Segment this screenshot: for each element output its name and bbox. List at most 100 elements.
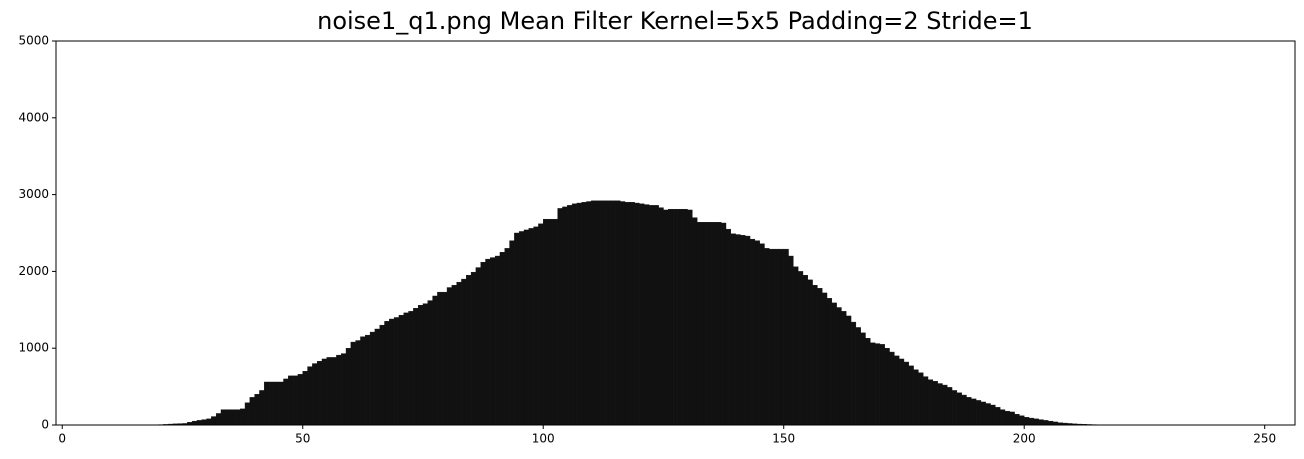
- bar: [927, 379, 934, 426]
- bar: [273, 381, 279, 426]
- bar: [191, 420, 198, 426]
- bar: [711, 222, 717, 426]
- x-tick-label: 150: [772, 432, 795, 446]
- bar: [254, 394, 260, 426]
- bar: [947, 387, 953, 426]
- bar: [215, 413, 222, 426]
- bar: [470, 271, 477, 426]
- bar: [220, 409, 226, 426]
- bar: [1009, 411, 1015, 426]
- bar: [225, 409, 231, 426]
- bar: [514, 232, 520, 426]
- bar: [745, 235, 751, 426]
- bar: [773, 248, 780, 426]
- bar: [658, 207, 664, 426]
- bar: [846, 315, 852, 426]
- bar: [374, 328, 380, 426]
- bar: [432, 295, 438, 426]
- x-tick-label: 100: [532, 432, 555, 446]
- bar: [595, 200, 602, 426]
- bar: [307, 366, 313, 426]
- bar: [485, 258, 491, 426]
- x-tick-label: 0: [58, 432, 66, 446]
- bar: [297, 374, 303, 426]
- y-tick-label: 2000: [18, 264, 49, 278]
- bar: [682, 208, 688, 426]
- bar: [1004, 410, 1010, 426]
- bar: [831, 302, 837, 426]
- bar: [1043, 420, 1049, 426]
- bar: [417, 304, 424, 426]
- bar: [230, 409, 236, 426]
- bar: [975, 400, 982, 426]
- bar: [365, 334, 371, 426]
- bar: [706, 222, 712, 426]
- bar: [802, 275, 808, 426]
- bar: [778, 248, 784, 426]
- y-tick-label: 5000: [18, 34, 49, 48]
- bar: [1014, 414, 1020, 426]
- bar: [725, 228, 732, 426]
- bar: [610, 200, 616, 426]
- bar: [552, 218, 558, 426]
- bar: [408, 311, 414, 426]
- bar: [850, 321, 857, 426]
- y-tick-label: 1000: [18, 341, 49, 355]
- bar: [369, 331, 376, 426]
- bar: [995, 407, 1001, 426]
- bar: [797, 271, 804, 426]
- bar: [605, 200, 611, 426]
- bar: [720, 222, 727, 426]
- x-tick-label: 250: [1253, 432, 1276, 446]
- bar: [312, 363, 318, 426]
- bar: [672, 208, 679, 426]
- bar: [1024, 417, 1030, 426]
- bar: [475, 267, 481, 426]
- bar: [567, 205, 573, 426]
- x-tick-label: 200: [1013, 432, 1036, 446]
- bar: [793, 266, 799, 426]
- bar: [860, 332, 866, 426]
- bar: [206, 418, 212, 426]
- bar: [1019, 415, 1025, 426]
- bar: [1033, 418, 1039, 426]
- bar: [668, 208, 674, 426]
- bar: [211, 416, 217, 426]
- bar: [836, 307, 842, 426]
- bar: [523, 229, 530, 426]
- bar: [562, 206, 568, 426]
- bar: [826, 298, 833, 426]
- bar: [884, 348, 890, 426]
- bar: [615, 200, 621, 426]
- bar: [413, 308, 419, 426]
- bar: [350, 341, 356, 426]
- bar: [903, 361, 909, 426]
- bar: [855, 327, 861, 426]
- bar: [942, 384, 948, 426]
- bar: [244, 402, 251, 426]
- bar: [663, 209, 669, 426]
- bar: [639, 203, 645, 426]
- y-tick-label: 0: [41, 418, 49, 432]
- bar: [985, 403, 991, 426]
- bar: [874, 343, 881, 426]
- bar: [740, 235, 746, 426]
- bar: [422, 303, 428, 426]
- bar: [345, 348, 352, 426]
- bar: [557, 208, 563, 426]
- bar: [499, 251, 505, 426]
- bar: [749, 238, 756, 426]
- bar: [644, 204, 650, 426]
- bar: [870, 342, 876, 426]
- bar: [619, 201, 626, 426]
- plot-frame: [55, 40, 1296, 426]
- bar: [288, 375, 294, 426]
- bar: [389, 318, 395, 426]
- bar: [817, 288, 823, 426]
- bar: [240, 408, 246, 426]
- bar: [653, 205, 659, 426]
- bar: [326, 357, 332, 426]
- bar: [764, 248, 770, 426]
- bar: [629, 202, 635, 426]
